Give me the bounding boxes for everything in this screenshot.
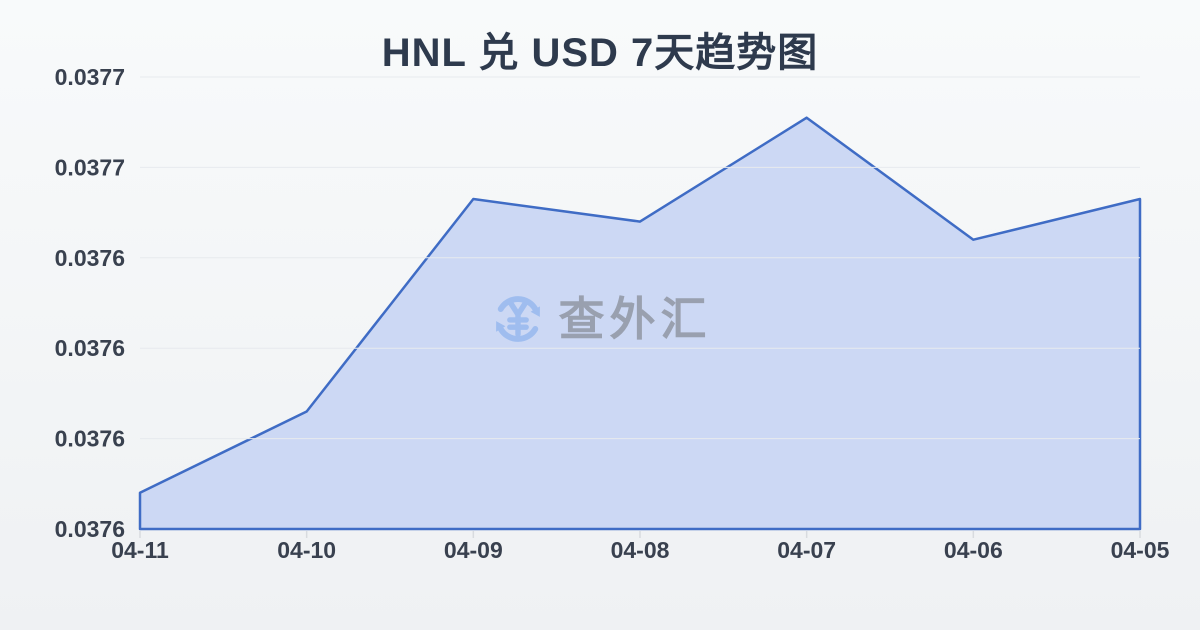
y-axis-label: 0.0376 (55, 335, 125, 361)
x-axis-label: 04-05 (1111, 537, 1170, 563)
x-axis-label: 04-07 (777, 537, 836, 563)
x-axis-label: 04-10 (277, 537, 336, 563)
y-axis-label: 0.0377 (55, 64, 125, 90)
chart-title: HNL 兑 USD 7天趋势图 (381, 31, 819, 75)
y-axis-label: 0.0376 (55, 426, 125, 452)
price-area (138, 116, 1142, 531)
y-axis-label: 0.0376 (55, 245, 125, 271)
x-axis-label: 04-06 (944, 537, 1003, 563)
y-axis-label: 0.0377 (55, 154, 125, 180)
x-axis-label: 04-08 (611, 537, 670, 563)
y-axis-label: 0.0376 (55, 516, 125, 542)
x-axis-label: 04-11 (111, 537, 169, 563)
x-axis-label: 04-09 (444, 537, 503, 563)
